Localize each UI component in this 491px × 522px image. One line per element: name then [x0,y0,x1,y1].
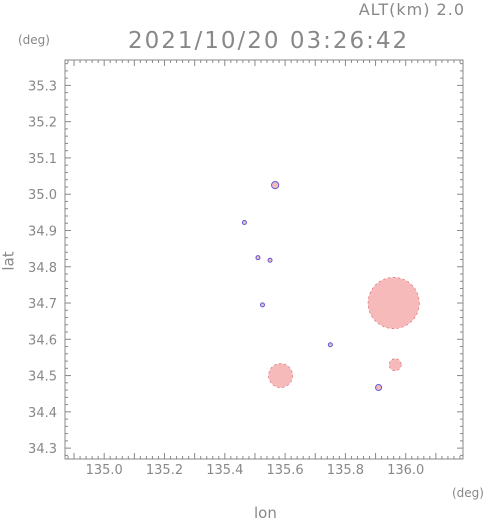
echo-region [255,255,261,261]
echo-region [375,384,383,392]
echo-region [268,363,293,388]
map-frame [64,59,464,460]
x-tick-label: 136.0 [387,463,424,478]
echo-region [267,257,273,263]
y-tick-label: 34.4 [28,406,57,421]
y-tick-label: 35.1 [28,152,57,167]
y-tick-label: 34.7 [28,297,57,312]
echo-region [388,358,402,372]
y-tick-label: 34.9 [28,224,57,239]
x-tick-label: 135.2 [146,463,183,478]
x-tick-label: 135.4 [206,463,243,478]
y-tick-label: 35.0 [28,188,57,203]
y-tick-label: 34.6 [28,333,57,348]
echo-region [259,302,265,308]
echo-region [327,342,333,348]
x-axis-unit: (deg) [452,486,484,500]
echo-region [241,220,247,226]
echo-layer [241,181,420,392]
x-tick-label: 135.0 [86,463,123,478]
y-tick-label: 34.3 [28,442,57,457]
y-tick-label: 34.5 [28,370,57,385]
echo-region [367,277,420,329]
x-tick-label: 135.8 [327,463,364,478]
y-axis-unit: (deg) [18,33,50,47]
y-tick-label: 34.8 [28,261,57,276]
axis-ticks: 135.0 135.2 135.4 135.6 135.8 136.0 35.3 35.2 35… [28,60,463,478]
y-tick-label: 35.2 [28,116,57,131]
y-tick-label: 35.3 [28,79,57,94]
x-axis-label: lon [254,504,277,522]
echo-region [271,181,280,190]
altitude-label: ALT(km) 2.0 [358,0,465,19]
timestamp-title: 2021/10/20 03:26:42 [128,28,410,54]
x-tick-label: 135.6 [266,463,303,478]
